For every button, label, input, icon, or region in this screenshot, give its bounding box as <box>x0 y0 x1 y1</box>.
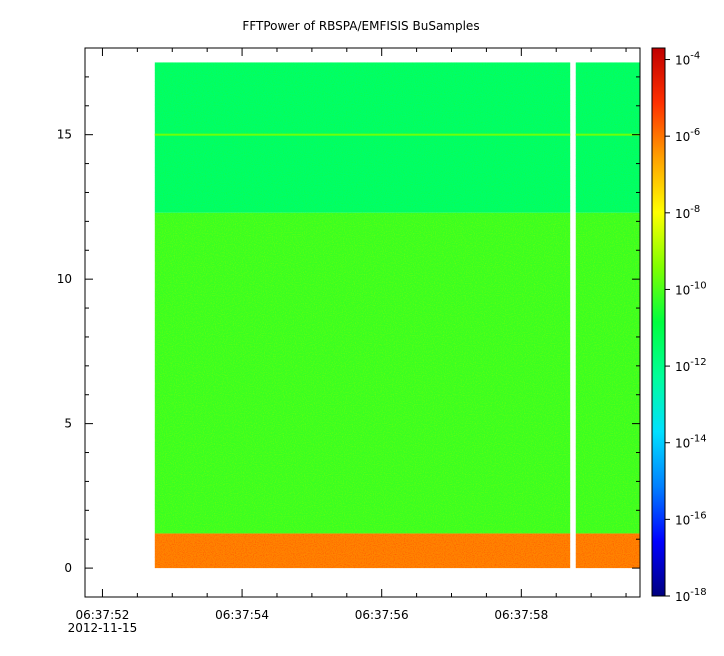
spectrogram-band-texture <box>154 533 571 569</box>
spectrogram-band-texture <box>575 533 640 569</box>
colorbar-tick-label: 10-14 <box>675 434 707 451</box>
colorbar-gradient <box>651 47 666 597</box>
colorbar-tick-label: 10-12 <box>675 357 707 374</box>
plot-area <box>154 62 640 569</box>
colorbar-tick-label: 10-10 <box>675 280 707 297</box>
x-tick-label: 06:37:52 <box>75 608 129 622</box>
colorbar-tick-label: 10-16 <box>675 510 707 527</box>
colorbar-tick-label: 10-8 <box>675 204 700 221</box>
spectral-line <box>154 133 571 136</box>
spectrogram-band-texture <box>575 212 640 534</box>
plot-frame <box>84 47 641 598</box>
spectrogram-band-texture <box>575 62 640 213</box>
y-tick-label: 15 <box>57 128 72 142</box>
spectrogram-band-texture <box>154 212 571 534</box>
x-tick-label: 06:37:54 <box>215 608 269 622</box>
y-tick-label: 0 <box>64 561 72 575</box>
spectral-line <box>575 133 640 136</box>
y-tick-label: 5 <box>64 417 72 431</box>
chart-title: FFTPower of RBSPA/EMFISIS BuSamples <box>242 19 479 33</box>
x-tick-date-label: 2012-11-15 <box>68 621 138 635</box>
y-tick-label: 10 <box>57 272 72 286</box>
colorbar: 10-18 10-16 10-14 10-12 10-10 10-8 10-6 10-4 <box>651 47 707 604</box>
colorbar-tick-label: 10-18 <box>675 587 707 604</box>
colorbar-tick-label: 10-6 <box>675 127 700 144</box>
x-tick-label: 06:37:58 <box>494 608 548 622</box>
x-tick-label: 06:37:56 <box>355 608 409 622</box>
spectrogram-band-texture <box>154 62 571 213</box>
colorbar-tick-label: 10-4 <box>675 51 700 68</box>
